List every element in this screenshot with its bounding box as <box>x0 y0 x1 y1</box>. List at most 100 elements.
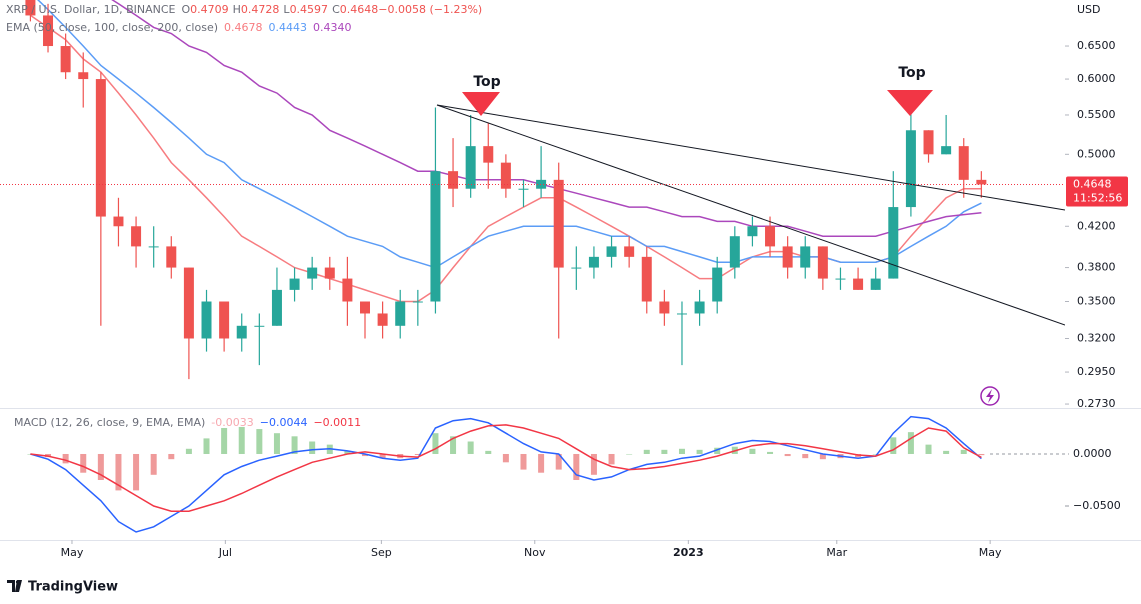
x-tick-label: 2023 <box>673 546 704 559</box>
ohlc-key: C <box>332 3 340 16</box>
histogram-bar <box>925 444 932 454</box>
y-tick-label: 0.5500 <box>1077 108 1116 121</box>
x-tick-label: Mar <box>826 546 847 559</box>
histogram-bar <box>819 453 826 460</box>
candle-body <box>412 301 423 303</box>
candle-body <box>536 179 547 189</box>
macd-value: −0.0044 <box>260 416 308 429</box>
candle-body <box>360 301 371 314</box>
candle-body <box>448 171 459 189</box>
candle-body <box>641 256 652 302</box>
histogram-bar <box>97 453 104 480</box>
ema-value: 0.4340 <box>313 21 352 34</box>
candle-body <box>219 301 230 339</box>
candle-body <box>518 188 529 190</box>
macd-tick-label: 0.0000 <box>1073 447 1112 460</box>
top-marker <box>462 92 500 116</box>
histogram-bar <box>414 453 421 456</box>
histogram-bar <box>960 449 967 454</box>
candle-body <box>553 179 564 268</box>
candle-body <box>870 278 881 290</box>
histogram-bar <box>291 436 298 454</box>
x-tick-label: May <box>979 546 1002 559</box>
histogram-bar <box>538 453 545 473</box>
candle-body <box>78 72 89 80</box>
histogram-bar <box>467 441 474 454</box>
candle-body <box>183 267 194 339</box>
candle-body <box>588 256 599 268</box>
y-tick-label: 0.3500 <box>1077 295 1116 308</box>
histogram-bar <box>907 432 914 454</box>
candle-body <box>659 301 670 314</box>
histogram-bar <box>133 453 140 491</box>
histogram-bar <box>626 453 633 455</box>
histogram-bar <box>344 450 351 454</box>
symbol-header: XRP / U.S. Dollar, 1D, BINANCE O0.4709 H0.… <box>6 3 482 16</box>
histogram-bar <box>890 437 897 454</box>
candle-body <box>43 15 54 47</box>
macd-line <box>30 415 982 533</box>
indicator-title: EMA (50, close, 100, close, 200, close) <box>6 21 218 34</box>
candle-body <box>307 267 318 279</box>
histogram-bar <box>115 453 122 491</box>
candle-body <box>324 267 335 279</box>
top-marker <box>887 90 933 116</box>
histogram-bar <box>678 448 685 454</box>
candle-body <box>800 246 811 268</box>
trend-line <box>436 104 1065 211</box>
ohlc-key: H <box>233 3 241 16</box>
histogram-bar <box>555 453 562 470</box>
macd-value: −0.0011 <box>313 416 361 429</box>
candle-body <box>853 278 864 290</box>
candle-body <box>289 278 300 290</box>
candle-body <box>166 246 177 268</box>
candle-body <box>25 0 36 16</box>
y-tick-label: 0.2730 <box>1077 397 1116 410</box>
macd-tick-label: −0.0500 <box>1073 499 1121 512</box>
trend-lines <box>436 104 1065 326</box>
ohlc-key: O <box>181 3 190 16</box>
histogram-bar <box>62 453 69 464</box>
histogram-bar <box>502 453 509 463</box>
histogram-bar <box>872 453 879 455</box>
x-tick-label: Sep <box>371 546 392 559</box>
macd-value: -0.0033 <box>211 416 253 429</box>
brand-name: TradingView <box>28 580 118 595</box>
histogram-bar <box>520 453 527 470</box>
histogram-bar <box>784 453 791 457</box>
annotation: Top <box>473 74 500 90</box>
candle-body <box>483 146 494 163</box>
candle-body <box>765 226 776 247</box>
price-pane <box>25 0 987 380</box>
candle-body <box>888 207 899 279</box>
histogram-bar <box>362 453 369 457</box>
macd-header: MACD (12, 26, close, 9, EMA, EMA) -0.0033… <box>14 416 361 429</box>
histogram-bar <box>590 453 597 475</box>
candle-body <box>729 236 740 268</box>
candle-body <box>201 301 212 339</box>
ohlc: O0.4709 H0.4728 L0.4597 C0.4648−0.0058 (−1.… <box>181 3 482 16</box>
candle-body <box>976 179 987 185</box>
y-tick-label: 0.3800 <box>1077 261 1116 274</box>
candle-body <box>95 79 106 217</box>
candle-body <box>254 325 265 327</box>
macd-pane <box>27 415 985 533</box>
candle-body <box>676 313 687 315</box>
ema-header: EMA (50, close, 100, close, 200, close) 0… <box>6 21 352 34</box>
histogram-bar <box>238 426 245 454</box>
candle-body <box>624 246 635 257</box>
histogram-bar <box>661 449 668 454</box>
ohlc-value: 0.4597 <box>290 3 329 16</box>
histogram-bar <box>432 433 439 454</box>
candle-body <box>747 226 758 237</box>
x-tick-label: Nov <box>524 546 546 559</box>
candle-body <box>782 246 793 268</box>
macd-title: MACD (12, 26, close, 9, EMA, EMA) <box>14 416 205 429</box>
histogram-bar <box>150 453 157 475</box>
histogram-bar <box>643 449 650 454</box>
y-tick-label: 0.4200 <box>1077 219 1116 232</box>
histogram-bar <box>221 427 228 454</box>
candle-body <box>377 313 388 326</box>
ohlc-value: −0.0058 (−1.23%) <box>378 3 482 16</box>
